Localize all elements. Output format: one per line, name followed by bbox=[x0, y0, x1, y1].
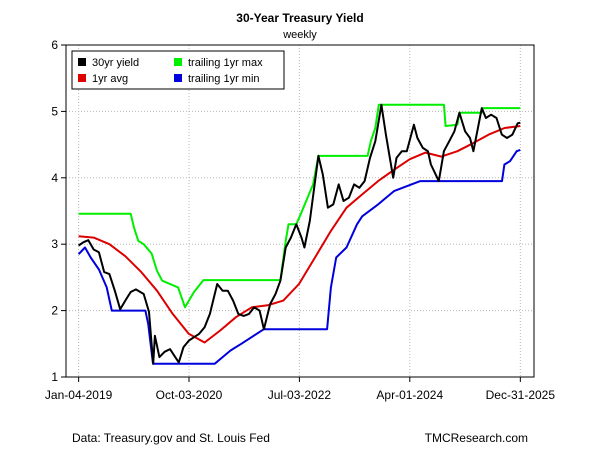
gridlines bbox=[66, 44, 534, 378]
x-tick-label: Jul-03-2022 bbox=[268, 388, 332, 402]
legend-swatch bbox=[78, 58, 86, 66]
y-tick-label: 4 bbox=[51, 171, 58, 185]
legend-label: 30yr yield bbox=[92, 57, 139, 69]
chart-subtitle: weekly bbox=[283, 29, 317, 41]
axes: 1 2 3 4 5 6 Jan-04-2019 Oct-03-2020 Jul-03-2022 A… bbox=[45, 38, 555, 402]
legend-swatch bbox=[174, 74, 182, 82]
x-tick-label: Dec-31-2025 bbox=[486, 388, 556, 402]
y-tick-label: 6 bbox=[51, 38, 58, 52]
legend-label: trailing 1yr min bbox=[188, 73, 260, 85]
x-tick-label: Jan-04-2019 bbox=[45, 388, 113, 402]
chart-title: 30-Year Treasury Yield bbox=[236, 11, 364, 25]
legend-swatch bbox=[174, 58, 182, 66]
legend-label: 1yr avg bbox=[92, 73, 128, 85]
x-tick-label: Apr-01-2024 bbox=[376, 388, 443, 402]
y-tick-label: 5 bbox=[51, 104, 58, 118]
series-lines bbox=[77, 103, 521, 365]
series-line-trailing-1yr-min bbox=[77, 148, 521, 365]
legend-box bbox=[71, 50, 285, 90]
data-source-note: Data: Treasury.gov and St. Louis Fed bbox=[72, 431, 270, 445]
legend: 30yr yield 1yr avg trailing 1yr max trailin… bbox=[71, 50, 285, 90]
y-tick-label: 1 bbox=[51, 370, 58, 384]
x-tick-label: Oct-03-2020 bbox=[156, 388, 223, 402]
series-line-1yr-avg bbox=[78, 125, 521, 344]
plot-frame bbox=[65, 44, 535, 378]
y-tick-label: 3 bbox=[51, 237, 58, 251]
credit-text: TMCResearch.com bbox=[424, 431, 528, 445]
legend-label: trailing 1yr max bbox=[188, 57, 263, 69]
legend-swatch bbox=[78, 74, 86, 82]
series-line-trailing-1yr-max bbox=[78, 103, 521, 309]
y-tick-label: 2 bbox=[51, 304, 58, 318]
series-line-30yr-yield bbox=[78, 103, 521, 365]
